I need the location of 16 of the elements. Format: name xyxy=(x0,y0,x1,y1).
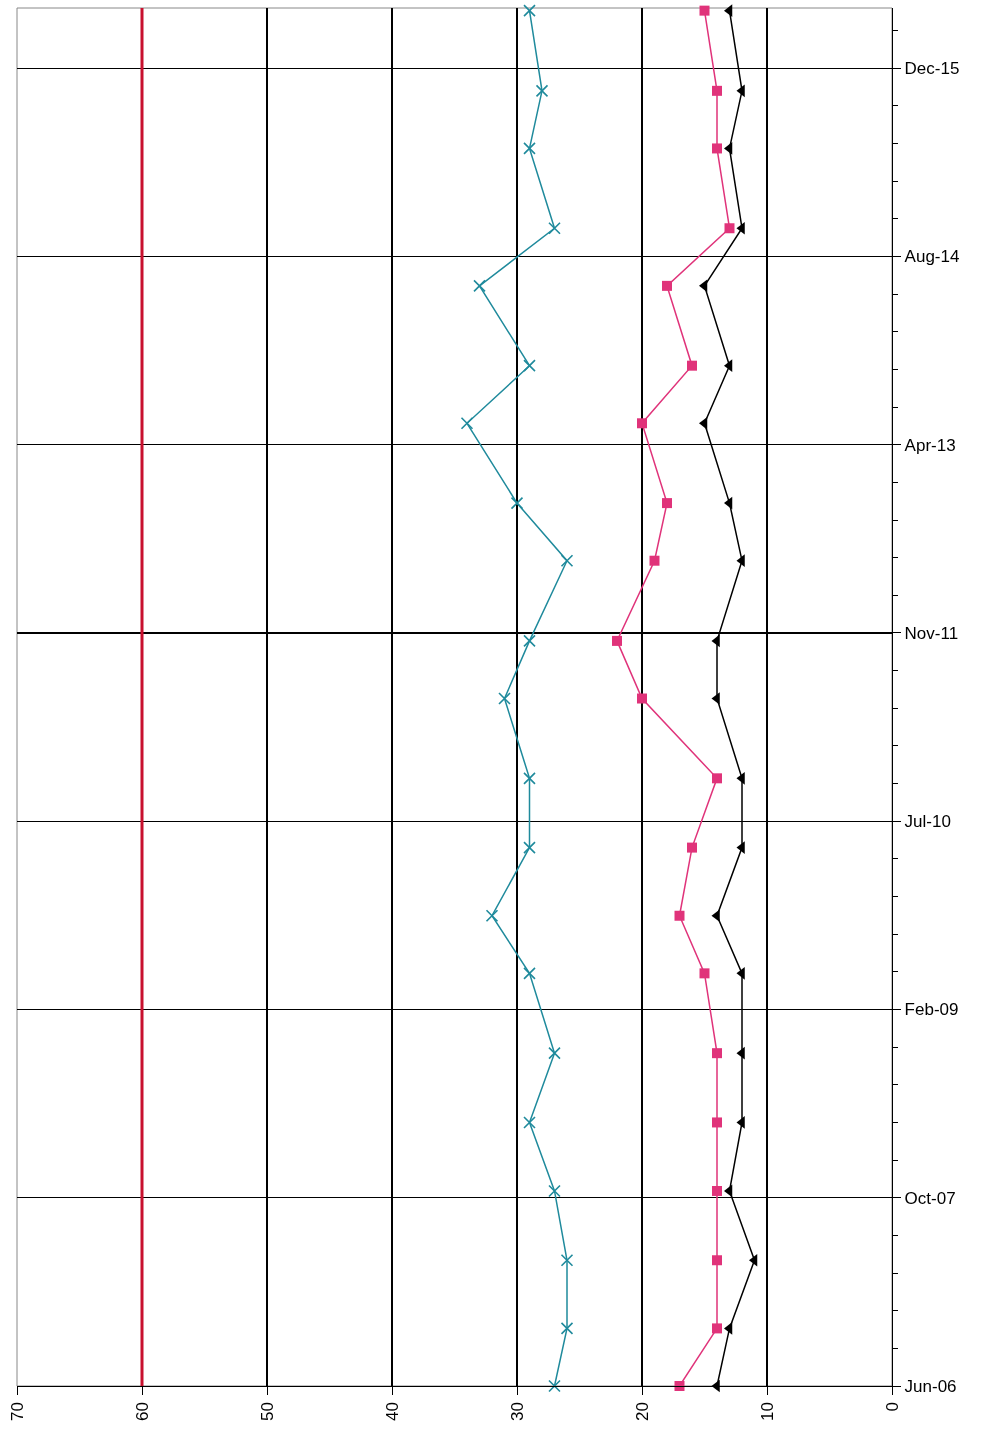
x-tick-label: 0 xyxy=(882,1402,902,1412)
y-tick-label: Nov-11 xyxy=(904,623,959,643)
y-tick-label: Apr-13 xyxy=(904,435,956,455)
x-tick-label: 10 xyxy=(757,1402,777,1421)
y-tick-label: Jul-10 xyxy=(904,812,951,832)
y-tick-label: Feb-09 xyxy=(904,1000,959,1020)
x-tick-label: 30 xyxy=(507,1402,527,1421)
y-tick-label: Aug-14 xyxy=(904,247,960,267)
y-tick-label: Jun-06 xyxy=(904,1376,957,1396)
x-tick-label: 70 xyxy=(7,1402,27,1421)
x-tick-label: 40 xyxy=(382,1402,402,1421)
x-tick-label: 50 xyxy=(257,1402,277,1421)
y-tick-label: Oct-07 xyxy=(904,1188,956,1208)
x-tick-label: 20 xyxy=(632,1402,652,1421)
x-tick-label: 60 xyxy=(132,1402,152,1421)
y-tick-label: Dec-15 xyxy=(904,59,960,79)
